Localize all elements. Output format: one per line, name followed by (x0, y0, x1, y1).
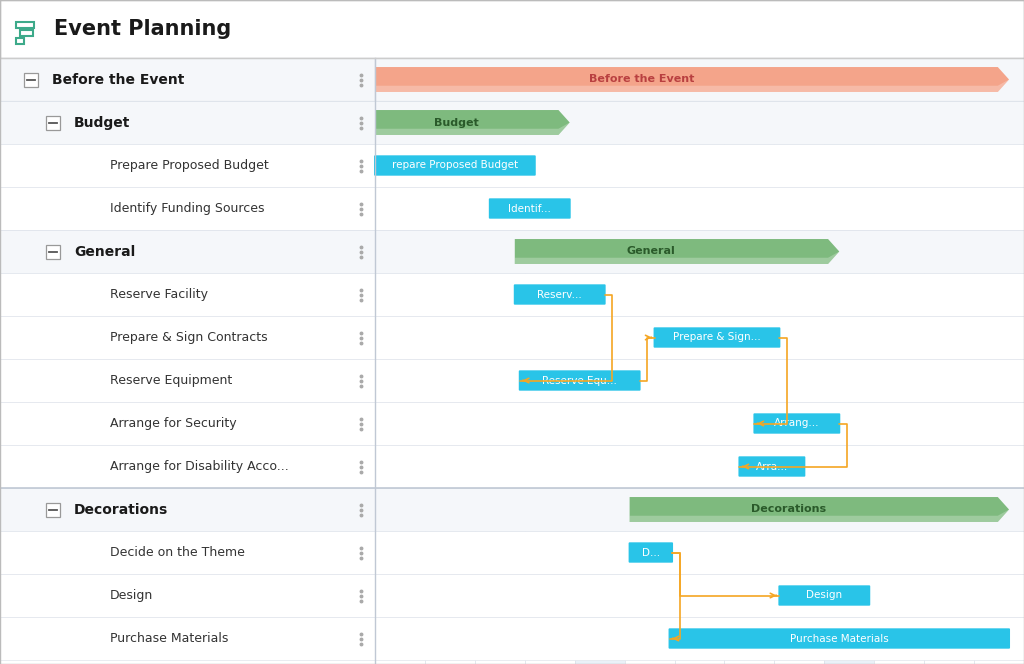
Text: Arrange for Disability Acco...: Arrange for Disability Acco... (110, 460, 289, 473)
Bar (0, 230, 375, 273)
Bar (375, 230, 1024, 273)
Bar (0, 316, 375, 359)
Polygon shape (375, 110, 569, 135)
Text: General: General (74, 244, 135, 258)
Text: Event Planning: Event Planning (54, 19, 231, 39)
Bar (375, 58, 1024, 101)
Bar (0, 488, 375, 531)
Text: Reserv...: Reserv... (538, 290, 582, 299)
Text: Prepare & Sign Contracts: Prepare & Sign Contracts (110, 331, 267, 344)
Bar (574, 58, 625, 664)
Text: Arra...: Arra... (756, 461, 788, 471)
Bar (375, 488, 1024, 531)
Polygon shape (630, 509, 1009, 522)
Bar (375, 273, 1024, 316)
Text: Decorations: Decorations (752, 505, 826, 515)
Text: General: General (627, 246, 676, 256)
Bar (375, 531, 1024, 574)
Text: Design: Design (110, 589, 154, 602)
Bar (375, 58, 1024, 664)
FancyBboxPatch shape (669, 628, 1010, 649)
Text: Before the Event: Before the Event (589, 74, 694, 84)
FancyBboxPatch shape (629, 542, 673, 562)
Bar (0, 617, 375, 660)
FancyBboxPatch shape (653, 327, 780, 348)
Bar (375, 617, 1024, 660)
Bar (0, 0, 1024, 58)
Bar (375, 445, 1024, 488)
Text: Decide on the Theme: Decide on the Theme (110, 546, 245, 559)
Text: Reserve Equ...: Reserve Equ... (543, 376, 617, 386)
Bar (0, 273, 375, 316)
Bar (375, 101, 1024, 144)
Bar (375, 402, 1024, 445)
FancyBboxPatch shape (514, 284, 605, 305)
Bar (375, 144, 1024, 187)
Text: Arrang...: Arrang... (774, 418, 819, 428)
Bar (46, 244, 60, 258)
FancyBboxPatch shape (754, 413, 841, 434)
Text: repare Proposed Budget: repare Proposed Budget (392, 161, 518, 171)
Bar (375, 359, 1024, 402)
Bar (24, 72, 38, 86)
Bar (46, 116, 60, 129)
Text: Arrange for Security: Arrange for Security (110, 417, 237, 430)
Bar (0, 574, 375, 617)
Text: Decorations: Decorations (74, 503, 168, 517)
Bar (0, 101, 375, 144)
Text: D...: D... (642, 548, 659, 558)
Bar (375, 316, 1024, 359)
Bar (0, 445, 375, 488)
Text: Design: Design (806, 590, 843, 600)
FancyBboxPatch shape (778, 586, 870, 606)
Text: Budget: Budget (74, 116, 130, 129)
Text: Identify Funding Sources: Identify Funding Sources (110, 202, 264, 215)
Bar (0, 531, 375, 574)
Text: Prepare & Sign...: Prepare & Sign... (673, 333, 761, 343)
Polygon shape (515, 252, 840, 264)
Bar (0, 402, 375, 445)
Polygon shape (375, 122, 569, 135)
FancyBboxPatch shape (519, 371, 641, 390)
Polygon shape (630, 497, 1009, 522)
FancyBboxPatch shape (374, 155, 536, 176)
Text: Reserve Equipment: Reserve Equipment (110, 374, 232, 387)
Bar (0, 58, 375, 664)
Text: Prepare Proposed Budget: Prepare Proposed Budget (110, 159, 268, 172)
Bar (0, 144, 375, 187)
Bar (824, 58, 874, 664)
Polygon shape (515, 239, 840, 264)
Text: Identif...: Identif... (508, 203, 551, 214)
Polygon shape (375, 80, 1009, 92)
Text: Budget: Budget (434, 118, 479, 127)
FancyBboxPatch shape (738, 456, 805, 477)
Text: Reserve Facility: Reserve Facility (110, 288, 208, 301)
Bar (375, 574, 1024, 617)
Polygon shape (375, 67, 1009, 92)
Bar (46, 503, 60, 517)
Text: Purchase Materials: Purchase Materials (110, 632, 228, 645)
Bar (375, 187, 1024, 230)
Bar (0, 58, 375, 101)
Bar (0, 187, 375, 230)
Text: Purchase Materials: Purchase Materials (790, 633, 889, 643)
FancyBboxPatch shape (488, 199, 570, 218)
Bar (0, 359, 375, 402)
Text: Before the Event: Before the Event (52, 72, 184, 86)
